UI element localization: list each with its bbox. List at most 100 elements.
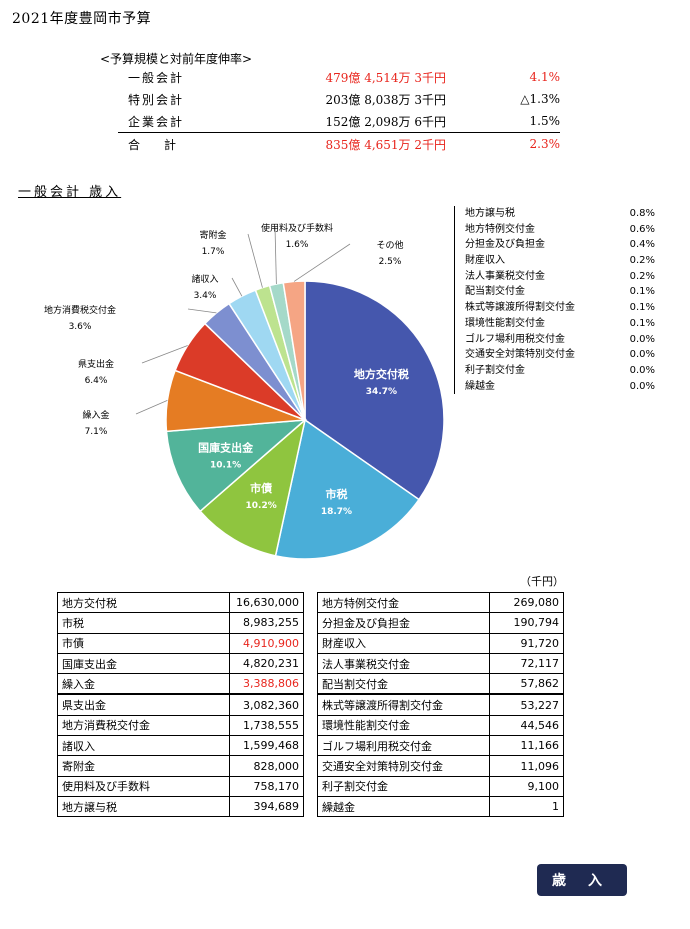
pie-pct-label: 18.7% (321, 507, 352, 517)
section-heading: 一般会計 歳入 (18, 185, 122, 200)
pie-label: 市税 (325, 487, 347, 501)
table-row: 地方消費税交付金 1,738,555 (57, 714, 304, 737)
summary-label: 一般会計 (128, 70, 185, 85)
table-cell-value: 4,910,900 (229, 632, 304, 654)
pie-slice-0 (304, 280, 445, 501)
table-cell-name: 地方特例交付金 (317, 591, 490, 614)
table-cell-name: 市税 (57, 612, 230, 634)
small-item-row: 交通安全対策特別交付金 0.0% (455, 347, 655, 363)
small-item-pct: 0.1% (629, 286, 655, 298)
small-item-row: 分担金及び負担金 0.4% (455, 237, 655, 253)
summary-amount: 152億 2,098万 6千円 (325, 114, 446, 129)
summary-total-row: 合 計 835億 4,651万 2千円 2.3% (118, 132, 560, 155)
table-row: ゴルフ場利用税交付金 11,166 (317, 735, 564, 757)
table-cell-name: 使用料及び手数料 (57, 775, 230, 797)
table-row: 諸収入 1,599,468 (57, 735, 304, 757)
summary-rate: 2.3% (446, 132, 560, 155)
pie-pct-label: 10.2% (246, 501, 277, 511)
small-item-pct: 0.0% (629, 364, 655, 376)
small-item-label: ゴルフ場利用税交付金 (465, 333, 565, 345)
table-cell-value: 758,170 (229, 775, 304, 797)
small-item-pct: 0.2% (629, 270, 655, 282)
table-cell-name: 地方交付税 (57, 591, 230, 614)
small-items-list: 地方譲与税 0.8% 地方特例交付金 0.6% 分担金及び負担金 0.4% 財産収入 0.2%… (454, 206, 655, 395)
small-item-row: 地方特例交付金 0.6% (455, 222, 655, 238)
table-row: 利子割交付金 9,100 (317, 775, 564, 797)
pie-label: 国庫支出金 (198, 440, 254, 454)
table-cell-value: 394,689 (229, 795, 304, 818)
table-cell-value: 11,166 (489, 735, 564, 757)
small-item-label: 環境性能割交付金 (465, 317, 545, 329)
small-item-row: 地方譲与税 0.8% (455, 206, 655, 222)
table-row: 県支出金 3,082,360 (57, 693, 304, 716)
revenue-table-left: 地方交付税 16,630,000 市税 8,983,255 市債 4,910,900 国庫支… (57, 591, 304, 818)
table-row: 株式等譲渡所得割交付金 53,227 (317, 693, 564, 716)
pie-label: 県支出金 (78, 358, 114, 370)
summary-rate: 1.5% (529, 114, 561, 128)
pie-leader-line (274, 226, 277, 284)
pie-leader-line (141, 345, 188, 364)
table-row: 財産収入 91,720 (317, 632, 564, 654)
summary-row: 企業会計 152億 2,098万 6千円 1.5% (118, 110, 560, 133)
table-cell-name: 分担金及び負担金 (317, 612, 490, 634)
small-item-label: 交通安全対策特別交付金 (465, 349, 575, 361)
table-cell-value: 269,080 (489, 591, 564, 614)
revenue-nav-button[interactable]: 歳入 (537, 864, 627, 896)
small-item-pct: 0.1% (629, 317, 655, 329)
table-cell-name: 市債 (57, 632, 230, 654)
table-cell-value: 57,862 (489, 673, 564, 696)
table-cell-name: 繰越金 (317, 795, 490, 818)
small-item-label: 株式等譲渡所得割交付金 (465, 302, 575, 314)
page-title: 2021年度豊岡市予算 (12, 11, 152, 27)
small-item-pct: 0.1% (629, 302, 655, 314)
table-row: 法人事業税交付金 72,117 (317, 652, 564, 675)
table-cell-name: 国庫支出金 (57, 652, 230, 675)
small-item-label: 分担金及び負担金 (465, 239, 545, 251)
pie-slice-2 (199, 417, 307, 557)
small-item-pct: 0.8% (629, 208, 655, 219)
table-cell-name: 交通安全対策特別交付金 (317, 755, 490, 777)
pie-label: 地方交付税 (354, 367, 409, 381)
table-cell-value: 828,000 (229, 755, 304, 777)
summary-row: 特別会計 203億 8,038万 3千円 △1.3% (118, 88, 560, 110)
pie-label: 繰入金 (82, 409, 109, 421)
budget-summary-table: 一般会計 479億 4,514万 3千円 4.1% 特別会計 203億 8,038万 3… (118, 66, 560, 155)
small-item-pct: 0.6% (629, 223, 655, 235)
table-row: 地方特例交付金 269,080 (317, 591, 564, 614)
table-cell-value: 72,117 (489, 652, 564, 675)
small-item-label: 地方譲与税 (465, 208, 515, 219)
small-item-label: 地方特例交付金 (465, 223, 535, 235)
pie-label: 諸収入 (191, 273, 218, 285)
table-cell-name: 繰入金 (57, 673, 230, 696)
small-item-label: 繰越金 (465, 380, 495, 392)
pie-label: その他 (376, 239, 403, 251)
small-item-pct: 0.0% (629, 380, 655, 392)
small-item-label: 財産収入 (465, 255, 505, 267)
table-row: 国庫支出金 4,820,231 (57, 652, 304, 675)
table-cell-name: 地方譲与税 (57, 795, 230, 818)
summary-label: 企業会計 (128, 114, 185, 129)
table-cell-value: 1 (489, 795, 564, 818)
pie-label: 市債 (250, 481, 272, 495)
table-cell-value: 16,630,000 (229, 591, 304, 614)
small-item-row: 財産収入 0.2% (455, 253, 655, 269)
table-row: 環境性能割交付金 44,546 (317, 714, 564, 737)
table-cell-name: 環境性能割交付金 (317, 714, 490, 737)
pie-leader-line (135, 400, 168, 415)
small-item-row: 法人事業税交付金 0.2% (455, 269, 655, 285)
pie-pct-label: 1.6% (286, 240, 309, 250)
pie-leader-line (293, 243, 351, 282)
table-cell-value: 1,599,468 (229, 735, 304, 757)
small-item-pct: 0.0% (629, 333, 655, 345)
summary-row: 一般会計 479億 4,514万 3千円 4.1% (118, 66, 560, 88)
small-item-row: 配当割交付金 0.1% (455, 284, 655, 300)
summary-label: 特別会計 (128, 92, 185, 107)
small-item-label: 法人事業税交付金 (465, 270, 545, 282)
table-cell-name: 財産収入 (317, 632, 490, 654)
summary-rate: △1.3% (520, 92, 560, 106)
small-item-pct: 0.4% (629, 239, 655, 251)
table-cell-value: 3,388,806 (229, 673, 304, 696)
small-item-row: 環境性能割交付金 0.1% (455, 316, 655, 332)
table-row: 繰入金 3,388,806 (57, 673, 304, 696)
small-item-pct: 0.2% (629, 255, 655, 267)
